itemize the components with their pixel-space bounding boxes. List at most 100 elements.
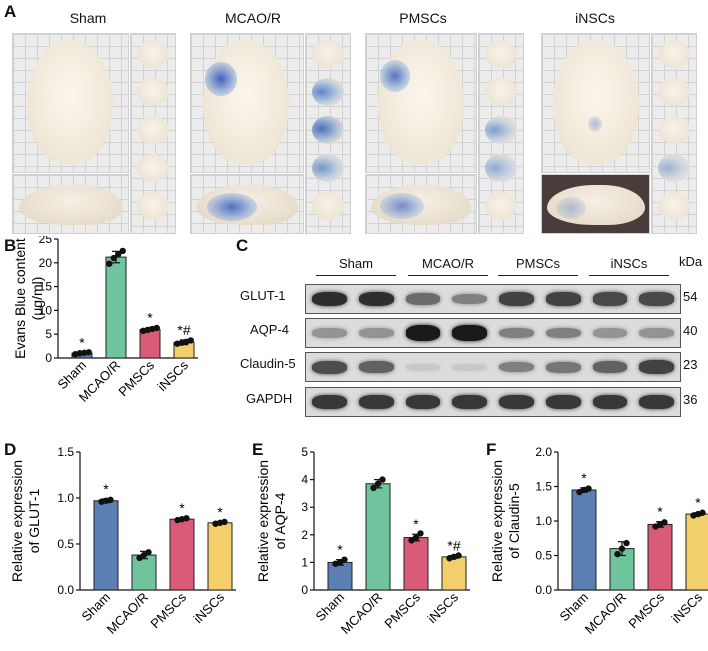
data-point bbox=[699, 509, 706, 516]
y-axis-label: Relative expressionof AQP-4 bbox=[255, 460, 288, 582]
y-tick-label: 4 bbox=[301, 473, 308, 487]
brain-slice bbox=[137, 154, 169, 182]
y-tick-label: 25 bbox=[39, 236, 53, 246]
x-tick-label: PMSCs bbox=[381, 589, 423, 631]
data-point bbox=[661, 519, 668, 526]
brain-dorsal-shape bbox=[203, 40, 289, 164]
blot-protein-label: AQP-4 bbox=[250, 322, 290, 337]
significance-marker: *# bbox=[177, 322, 190, 338]
blot-band bbox=[545, 361, 581, 373]
brain-slice bbox=[137, 116, 169, 144]
x-tick-label: MCAO/R bbox=[338, 590, 385, 637]
brain-dorsal-photo bbox=[12, 33, 129, 173]
brain-dorsal-photo bbox=[190, 33, 304, 173]
brain-dorsal-shape bbox=[27, 40, 113, 164]
blot-group-line bbox=[498, 275, 578, 276]
blot-band bbox=[499, 327, 534, 339]
x-tick-label: MCAO/R bbox=[104, 590, 151, 637]
brain-dorsal-photo bbox=[365, 33, 477, 173]
blot-band bbox=[405, 293, 441, 305]
bar bbox=[647, 523, 673, 591]
blot-group-label: Sham bbox=[339, 256, 373, 271]
y-tick-label: 3 bbox=[301, 500, 308, 514]
data-point bbox=[145, 549, 152, 556]
data-point bbox=[221, 518, 228, 526]
blot-band bbox=[639, 328, 674, 338]
blot-band bbox=[452, 293, 487, 305]
evans-blue-stain bbox=[588, 116, 602, 132]
brain-slice bbox=[137, 192, 169, 220]
x-tick-label: PMSCs bbox=[115, 357, 157, 399]
y-tick-label: 1.5 bbox=[535, 480, 552, 494]
data-point bbox=[379, 476, 386, 483]
y-tick-label: 0.0 bbox=[57, 583, 74, 597]
blot-band bbox=[452, 395, 487, 409]
brain-lateral-photo bbox=[541, 174, 650, 234]
blot-band bbox=[592, 328, 628, 338]
blot-band bbox=[312, 291, 347, 307]
evans-blue-chart: Evans Blue content(μg/ml)0510152025*Sham… bbox=[12, 236, 198, 405]
bar bbox=[441, 556, 467, 591]
blot-band bbox=[639, 360, 674, 374]
panel-label-d: D bbox=[4, 440, 17, 459]
data-point bbox=[585, 485, 592, 492]
x-tick-label: iNSCs bbox=[424, 589, 461, 626]
blot-band bbox=[545, 395, 581, 409]
y-axis-label: Relative expressionof Claudin-5 bbox=[489, 460, 522, 582]
brain-slice bbox=[312, 116, 344, 144]
blot-band bbox=[405, 363, 441, 371]
glut1-chart: Relative expressionof GLUT-1 0.0 0.5 1.0 1.5… bbox=[9, 445, 236, 637]
panel-label-e: E bbox=[252, 440, 264, 459]
brain-group-title: MCAO/R bbox=[225, 10, 281, 26]
data-point bbox=[187, 337, 194, 344]
bar bbox=[131, 554, 157, 591]
bar bbox=[685, 513, 708, 591]
blot-band bbox=[358, 291, 394, 307]
significance-marker: * bbox=[217, 504, 223, 520]
brain-group-title: PMSCs bbox=[399, 10, 447, 26]
data-point bbox=[614, 550, 621, 558]
data-point bbox=[110, 254, 117, 262]
y-tick-label: 1.5 bbox=[57, 445, 74, 459]
bar bbox=[169, 518, 195, 591]
brain-slice bbox=[312, 40, 344, 68]
data-point bbox=[341, 556, 348, 563]
y-tick-label: 2 bbox=[301, 528, 308, 542]
bar bbox=[93, 500, 119, 591]
blot-band bbox=[499, 395, 534, 409]
blot-band bbox=[312, 360, 347, 374]
brain-slice bbox=[137, 78, 169, 106]
blot-band bbox=[405, 325, 441, 341]
data-point bbox=[618, 545, 626, 552]
evans-blue-stain bbox=[380, 60, 410, 92]
significance-marker: * bbox=[103, 481, 109, 497]
data-point bbox=[374, 480, 382, 487]
blot-strip-glut1 bbox=[305, 284, 681, 314]
blot-band bbox=[592, 395, 628, 409]
blot-kda-label: 36 bbox=[683, 392, 698, 407]
significance-marker: * bbox=[79, 334, 85, 350]
data-point bbox=[412, 534, 420, 541]
brain-slice bbox=[485, 116, 517, 144]
blot-band bbox=[358, 328, 394, 338]
significance-marker: * bbox=[657, 504, 663, 520]
blot-protein-label: GLUT-1 bbox=[240, 288, 286, 303]
x-tick-label: MCAO/R bbox=[582, 590, 629, 637]
y-tick-label: 0 bbox=[45, 351, 52, 365]
blot-band bbox=[405, 395, 441, 409]
blot-band bbox=[592, 361, 628, 373]
y-tick-label: 1.0 bbox=[535, 514, 552, 528]
blot-kda-label: 54 bbox=[683, 289, 698, 304]
blot-band bbox=[358, 395, 394, 409]
brain-dorsal-shape bbox=[378, 40, 464, 164]
brain-slice bbox=[658, 154, 690, 182]
x-tick-label: Sham bbox=[556, 590, 591, 625]
evans-blue-stain bbox=[207, 193, 257, 221]
y-tick-label: 1.0 bbox=[57, 491, 74, 505]
y-tick-label: 10 bbox=[39, 303, 53, 317]
data-point bbox=[623, 539, 630, 547]
y-tick-label: 2.0 bbox=[535, 445, 552, 459]
significance-marker: * bbox=[179, 500, 185, 516]
significance-marker: *# bbox=[447, 538, 460, 554]
brain-slice bbox=[312, 192, 344, 220]
